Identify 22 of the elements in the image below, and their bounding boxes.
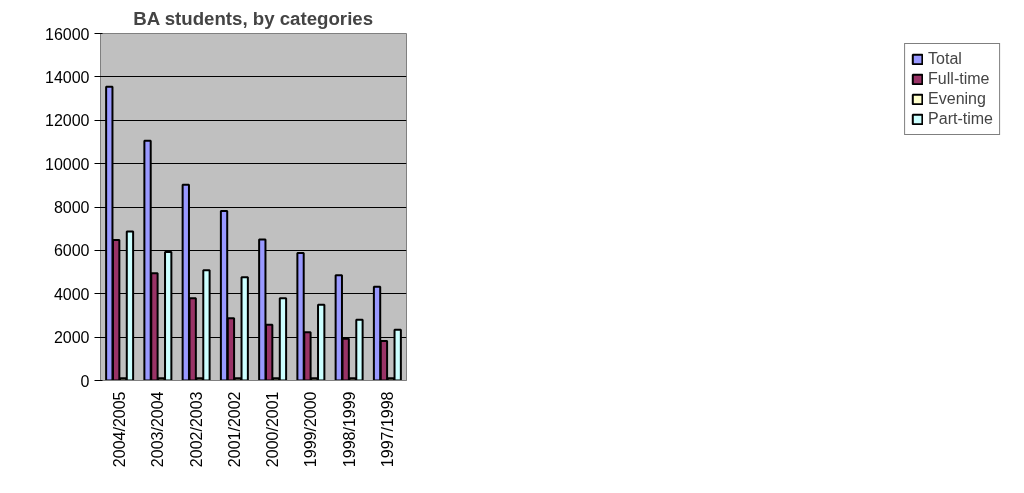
y-tick-label: 6000: [53, 242, 90, 260]
x-tick-label: 1999/2000: [302, 391, 320, 468]
x-tick-label: 1997/1998: [378, 391, 396, 468]
y-tick-label: 16000: [45, 25, 90, 43]
x-tick-label: 1998/1999: [340, 391, 358, 468]
y-tick-label: 2000: [53, 329, 90, 347]
x-tick-label: 2000/2001: [264, 391, 282, 468]
y-tick-label: 12000: [45, 112, 90, 130]
x-tick-label: 2003/2004: [149, 391, 167, 468]
legend-label: Part-time: [928, 110, 993, 128]
y-tick-label: 10000: [45, 155, 90, 173]
y-tick-label: 0: [80, 372, 90, 390]
y-tick-label: 8000: [53, 199, 90, 216]
x-tick-label: 2001/2002: [225, 391, 243, 468]
legend-label: Full-time: [928, 70, 990, 88]
chart-title: BA students, by categories: [133, 7, 374, 29]
y-tick-label: 14000: [45, 68, 90, 86]
x-tick-label: 2002/2003: [187, 391, 205, 468]
x-tick-label: 2004/2005: [111, 391, 129, 468]
y-tick-label: 4000: [53, 285, 90, 303]
legend-label: Total: [928, 50, 962, 68]
legend-label: Evening: [928, 90, 986, 108]
